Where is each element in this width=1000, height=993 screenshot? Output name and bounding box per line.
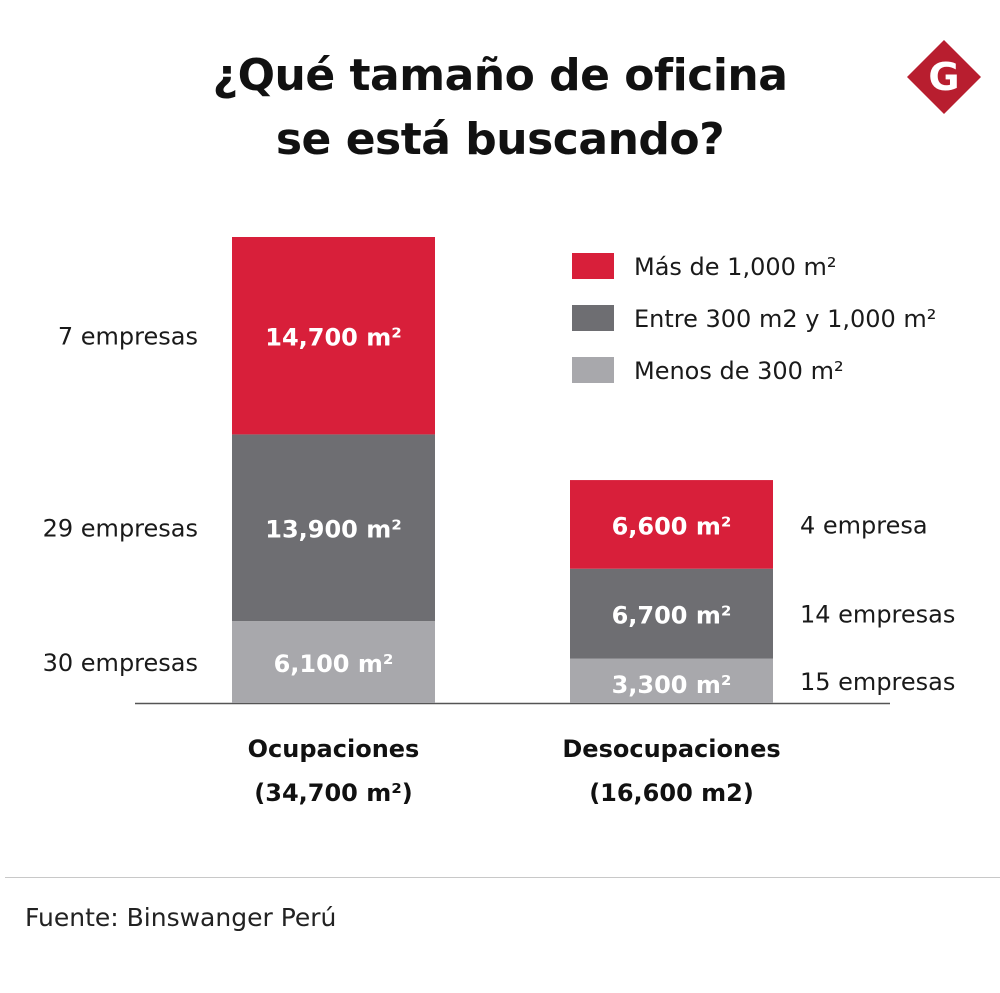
category-total-label: (34,700 m²) (254, 779, 412, 807)
bar-segment-1-0 (570, 658, 773, 703)
bar-segment-0-0 (232, 621, 435, 703)
logo-diamond (907, 40, 981, 114)
bar-value-label: 13,900 m² (265, 516, 402, 544)
title-line-1: ¿Qué tamaño de oficina (212, 50, 788, 101)
footer-divider (5, 877, 1000, 878)
bar-value-label: 6,100 m² (274, 650, 394, 678)
category-label: Ocupaciones (248, 735, 420, 763)
category-total-label: (16,600 m2) (589, 779, 754, 807)
company-count-label: 14 empresas (800, 601, 955, 629)
legend-swatch-0 (572, 253, 614, 279)
chart-title: ¿Qué tamaño de oficina se está buscando? (0, 44, 1000, 172)
company-count-label: 15 empresas (800, 668, 955, 696)
legend-label: Entre 300 m2 y 1,000 m² (634, 305, 936, 333)
logo-icon: G (907, 40, 981, 114)
bar-segment-1-1 (570, 568, 773, 659)
bar-segment-0-2 (232, 237, 435, 435)
bar-segment-1-2 (570, 480, 773, 569)
stacked-bar-chart: 6,100 m² 30 empresas 13,900 m² 29 empresas 1… (43, 237, 955, 807)
company-count-label: 4 empresa (800, 511, 928, 539)
bar-value-label: 3,300 m² (612, 671, 732, 699)
company-count-label: 30 empresas (43, 649, 198, 677)
legend-label: Menos de 300 m² (634, 357, 844, 385)
legend-label: Más de 1,000 m² (634, 253, 837, 281)
category-label: Desocupaciones (562, 735, 780, 763)
bar-segment-0-1 (232, 434, 435, 622)
source-note: Fuente: Binswanger Perú (25, 903, 337, 932)
bar-value-label: 6,700 m² (612, 602, 732, 630)
bar-value-label: 6,600 m² (612, 512, 732, 540)
logo-letter: G (928, 55, 959, 99)
title-line-2: se está buscando? (275, 114, 725, 165)
legend-swatch-2 (572, 357, 614, 383)
company-count-label: 7 empresas (58, 323, 198, 351)
legend-swatch-1 (572, 305, 614, 331)
bar-value-label: 14,700 m² (265, 324, 402, 352)
company-count-label: 29 empresas (43, 515, 198, 543)
